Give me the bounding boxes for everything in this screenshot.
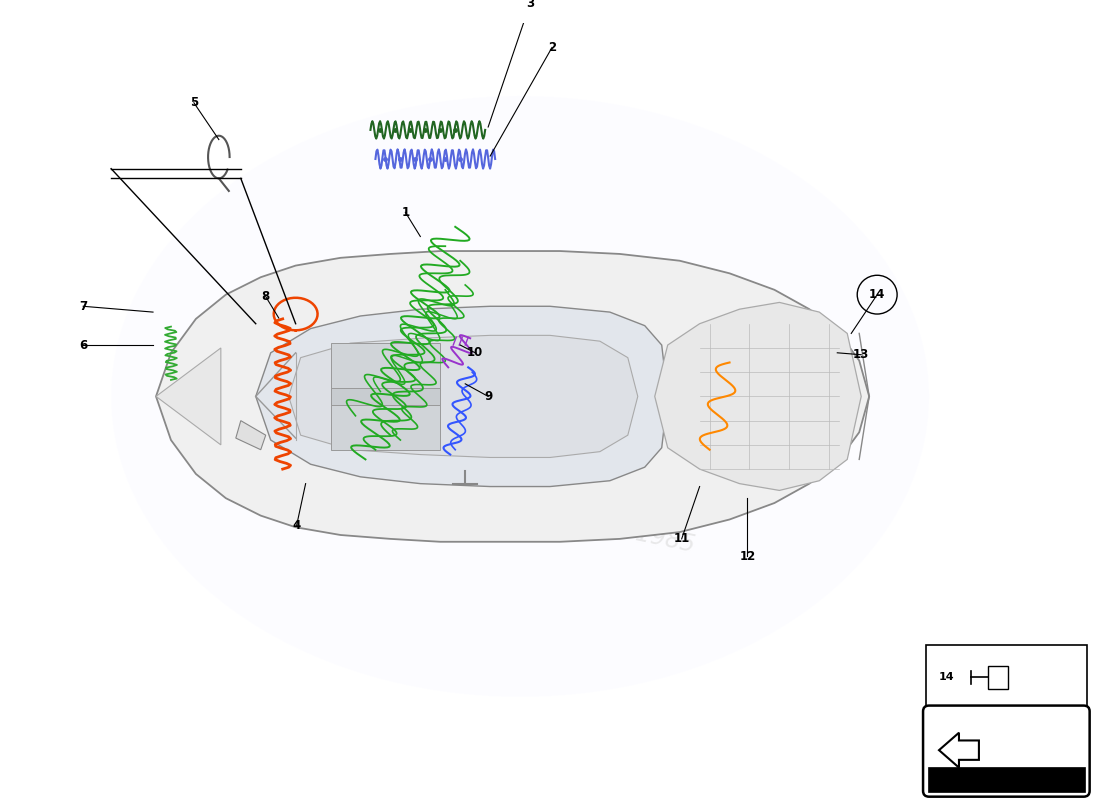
Text: 11: 11 [673,532,690,546]
FancyBboxPatch shape [923,706,1090,797]
Polygon shape [331,343,440,390]
Text: 6: 6 [79,338,87,351]
Polygon shape [939,733,979,767]
Text: 2: 2 [548,41,557,54]
FancyBboxPatch shape [928,766,1085,792]
Text: 971 04: 971 04 [78,773,125,786]
Text: 4: 4 [293,519,300,532]
Ellipse shape [111,96,930,697]
Text: eurospares: eurospares [200,283,839,510]
Text: 8: 8 [262,290,270,303]
Polygon shape [654,302,861,490]
Polygon shape [331,388,440,405]
Text: a passion for parts since 1985: a passion for parts since 1985 [343,459,697,557]
Polygon shape [235,421,266,450]
FancyBboxPatch shape [988,666,1008,689]
FancyBboxPatch shape [926,646,1087,710]
Text: 10: 10 [468,346,483,359]
Polygon shape [331,403,440,450]
Polygon shape [255,306,668,486]
Text: 12: 12 [739,550,756,563]
Text: 1: 1 [402,206,409,218]
Text: 13: 13 [854,348,869,362]
Polygon shape [156,348,221,445]
Text: 7: 7 [79,300,87,313]
Text: 5: 5 [190,96,198,110]
Polygon shape [156,251,869,542]
Text: 14: 14 [869,288,886,301]
Text: 9: 9 [484,390,493,403]
Polygon shape [288,335,638,458]
Text: 14: 14 [939,673,955,682]
Text: 3: 3 [526,0,535,10]
